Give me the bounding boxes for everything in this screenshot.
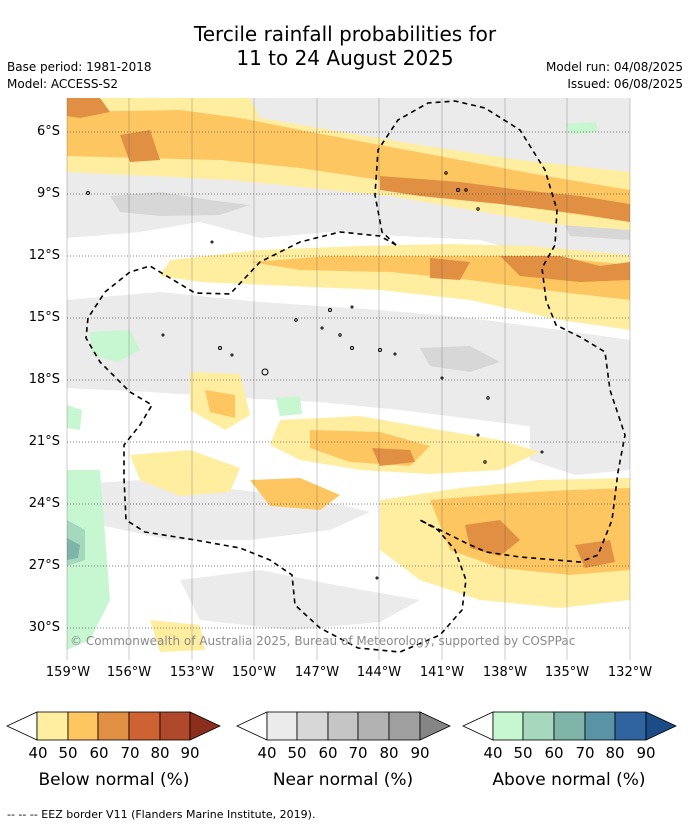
legend-near-normal xyxy=(236,711,451,741)
below-normal-region xyxy=(205,390,235,418)
legend-tick: 60 xyxy=(89,744,109,762)
legend-tick: 40 xyxy=(257,744,277,762)
issued-date: Issued: 06/08/2025 xyxy=(567,77,683,91)
below-normal-region xyxy=(575,540,615,568)
legend-above-normal xyxy=(462,711,677,741)
near-normal-region xyxy=(110,192,250,216)
lat-label: 18°S xyxy=(28,372,60,387)
legend-swatch-above xyxy=(584,711,616,741)
legend-title-below: Below normal (%) xyxy=(38,770,190,790)
eez-borders xyxy=(85,100,626,653)
copyright-notice: © Commonwealth of Australia 2025, Bureau… xyxy=(70,634,576,648)
legend-swatch-above xyxy=(492,711,524,741)
legend-tick: 80 xyxy=(379,744,399,762)
near-normal-region xyxy=(420,346,500,372)
island-outlines xyxy=(86,171,544,580)
legend-tick: 90 xyxy=(410,744,430,762)
legend-swatch-above xyxy=(553,711,586,741)
eez-footnote: -- -- -- EEZ border V11 (Flanders Marine… xyxy=(7,808,316,821)
legend-tick: 50 xyxy=(58,744,78,762)
below-normal-region xyxy=(250,478,340,510)
legend-below-normal xyxy=(6,711,221,741)
above-normal-region xyxy=(566,122,598,134)
map-title: Tercile rainfall probabilities for 11 to… xyxy=(0,22,690,70)
legend-swatch-above xyxy=(614,711,647,741)
lat-label: 27°S xyxy=(28,558,60,573)
legend-tick: 90 xyxy=(180,744,200,762)
legend-tick: 70 xyxy=(348,744,368,762)
below-normal-region xyxy=(130,450,240,496)
legend-swatch-below xyxy=(36,711,69,741)
legend-title-near: Near normal (%) xyxy=(272,770,414,790)
title-line-2: 11 to 24 August 2025 xyxy=(236,46,454,70)
legend-swatch-near xyxy=(357,711,390,741)
lat-label: 6°S xyxy=(36,124,60,139)
lon-label: 132°W xyxy=(607,665,653,680)
above-normal-region xyxy=(67,470,110,650)
legend-tick: 50 xyxy=(287,744,307,762)
above-normal-region xyxy=(67,405,82,430)
below-normal-region xyxy=(372,448,415,466)
legend-tick: 40 xyxy=(28,744,48,762)
lon-label: 159°W xyxy=(45,665,91,680)
lon-label: 138°W xyxy=(482,665,528,680)
legend-swatch-above xyxy=(522,711,555,741)
legend-tick: 40 xyxy=(483,744,503,762)
legend-swatch-below xyxy=(159,711,191,741)
legend-tick: 60 xyxy=(318,744,338,762)
legend-tick: 70 xyxy=(575,744,595,762)
lat-label: 9°S xyxy=(36,186,60,201)
legend-tick: 50 xyxy=(513,744,533,762)
legend-tick: 60 xyxy=(544,744,564,762)
above-normal-region xyxy=(67,538,80,560)
base-period: Base period: 1981-2018 xyxy=(7,60,152,74)
above-normal-region xyxy=(276,396,302,416)
lat-label: 30°S xyxy=(28,620,60,635)
longitude-gridlines xyxy=(66,98,631,660)
lat-label: 24°S xyxy=(28,496,60,511)
lon-label: 150°W xyxy=(231,665,277,680)
below-normal-region xyxy=(120,130,160,162)
near-normal-region xyxy=(180,570,420,630)
legend-title-above: Above normal (%) xyxy=(492,770,646,790)
legend-tick: 70 xyxy=(120,744,140,762)
legend-tick: 80 xyxy=(150,744,170,762)
legend-swatch-near xyxy=(327,711,359,741)
legend-swatch-below xyxy=(128,711,161,741)
lat-label: 15°S xyxy=(28,310,60,325)
near-normal-region xyxy=(67,480,370,540)
lon-label: 141°W xyxy=(419,665,465,680)
legend-swatch-below xyxy=(67,711,99,741)
legend-swatch-near xyxy=(296,711,329,741)
lon-label: 147°W xyxy=(294,665,340,680)
meta-left: Base period: 1981-2018 Model: ACCESS-S2 xyxy=(7,59,152,93)
legend-swatch-below xyxy=(97,711,130,741)
lon-label: 144°W xyxy=(356,665,402,680)
legend-swatch-near xyxy=(388,711,421,741)
below-normal-region xyxy=(430,258,470,280)
lon-label: 156°W xyxy=(106,665,152,680)
lon-label: 135°W xyxy=(544,665,590,680)
below-normal-region xyxy=(500,256,630,282)
legend-tick: 80 xyxy=(605,744,625,762)
latitude-gridlines xyxy=(67,131,630,629)
lat-label: 12°S xyxy=(28,248,60,263)
meta-right: Model run: 04/08/2025 Issued: 06/08/2025 xyxy=(546,59,683,93)
legend-swatch-near xyxy=(266,711,298,741)
model-name: Model: ACCESS-S2 xyxy=(7,77,119,91)
lat-label: 21°S xyxy=(28,434,60,449)
legend-tick: 90 xyxy=(636,744,656,762)
above-normal-region xyxy=(90,330,140,362)
lon-label: 153°W xyxy=(169,665,215,680)
title-line-1: Tercile rainfall probabilities for xyxy=(193,22,497,46)
model-run: Model run: 04/08/2025 xyxy=(545,60,683,74)
below-normal-region xyxy=(465,520,520,556)
near-normal-region xyxy=(530,414,630,475)
below-normal-region xyxy=(67,98,110,118)
